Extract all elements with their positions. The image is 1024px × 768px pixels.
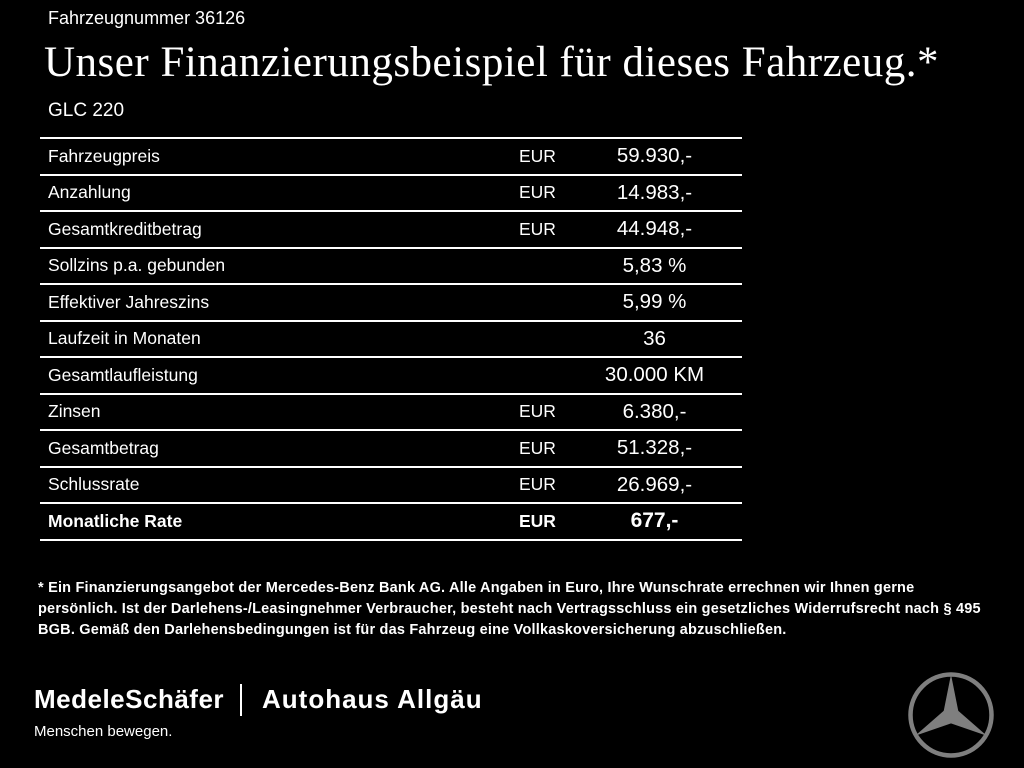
row-value: 677,- [630, 509, 679, 533]
row-label: Gesamtbetrag [48, 437, 159, 458]
row-value: 6.380,- [622, 399, 687, 423]
legal-footnote: * Ein Finanzierungsangebot der Mercedes-… [38, 580, 981, 638]
table-row: Zinsen EUR 6.380,- [40, 395, 742, 431]
dealer-medele-schaefer: MedeleSchäfer Menschen bewegen. [34, 684, 224, 740]
table-row: Laufzeit in Monaten 36 [40, 322, 742, 358]
row-currency: EUR [519, 218, 556, 239]
row-value: 44.948,- [616, 217, 693, 241]
table-row: Effektiver Jahreszins 5,99 % [40, 285, 742, 322]
table-row: Sollzins p.a. gebunden 5,83 % [40, 249, 742, 285]
table-row: Fahrzeugpreis EUR 59.930,- [40, 139, 742, 176]
row-value: 36 [643, 326, 666, 350]
dealer2-logo-text: Autohaus Allgäu [262, 684, 483, 714]
row-value: 5,99 % [622, 290, 687, 314]
row-label: Sollzins p.a. gebunden [48, 255, 226, 276]
row-value: 26.969,- [616, 472, 693, 496]
dealer1-logo-text: MedeleSchäfer [34, 684, 225, 714]
row-value: 5,83 % [622, 253, 687, 277]
table-row: Gesamtbetrag EUR 51.328,- [40, 431, 742, 468]
row-value: 14.983,- [616, 180, 693, 204]
table-row-monthly-rate: Monatliche Rate EUR 677,- [40, 504, 742, 541]
finance-table: Fahrzeugpreis EUR 59.930,- Anzahlung EUR… [40, 137, 742, 541]
row-label: Monatliche Rate [48, 510, 183, 531]
row-label: Fahrzeugpreis [48, 145, 160, 166]
mercedes-star-icon [906, 670, 996, 760]
table-row: Anzahlung EUR 14.983,- [40, 176, 742, 212]
row-currency: EUR [519, 182, 556, 203]
vehicle-model: GLC 220 [48, 100, 125, 121]
footer-divider [240, 684, 242, 716]
page-title: Unser Finanzierungsbeispiel für dieses F… [44, 39, 940, 86]
row-currency: EUR [519, 474, 556, 495]
row-value: 30.000 KM [604, 363, 705, 387]
row-label: Gesamtkreditbetrag [48, 218, 202, 239]
row-label: Schlussrate [48, 474, 140, 495]
row-label: Anzahlung [48, 182, 131, 203]
table-row: Gesamtkreditbetrag EUR 44.948,- [40, 212, 742, 249]
row-label: Gesamtlaufleistung [48, 364, 198, 385]
row-label: Effektiver Jahreszins [48, 291, 210, 312]
dealer1-tagline: Menschen bewegen. [34, 723, 173, 740]
row-currency: EUR [519, 510, 556, 531]
table-row: Gesamtlaufleistung 30.000 KM [40, 358, 742, 395]
footer: MedeleSchäfer Menschen bewegen. Autohaus… [0, 672, 1024, 768]
vehicle-number: Fahrzeugnummer 36126 [48, 8, 246, 28]
row-label: Laufzeit in Monaten [48, 328, 201, 349]
row-currency: EUR [519, 401, 556, 422]
row-currency: EUR [519, 437, 556, 458]
row-label: Zinsen [48, 401, 101, 422]
row-currency: EUR [519, 145, 556, 166]
row-value: 51.328,- [616, 436, 693, 460]
table-row: Schlussrate EUR 26.969,- [40, 468, 742, 504]
row-value: 59.930,- [616, 144, 693, 168]
